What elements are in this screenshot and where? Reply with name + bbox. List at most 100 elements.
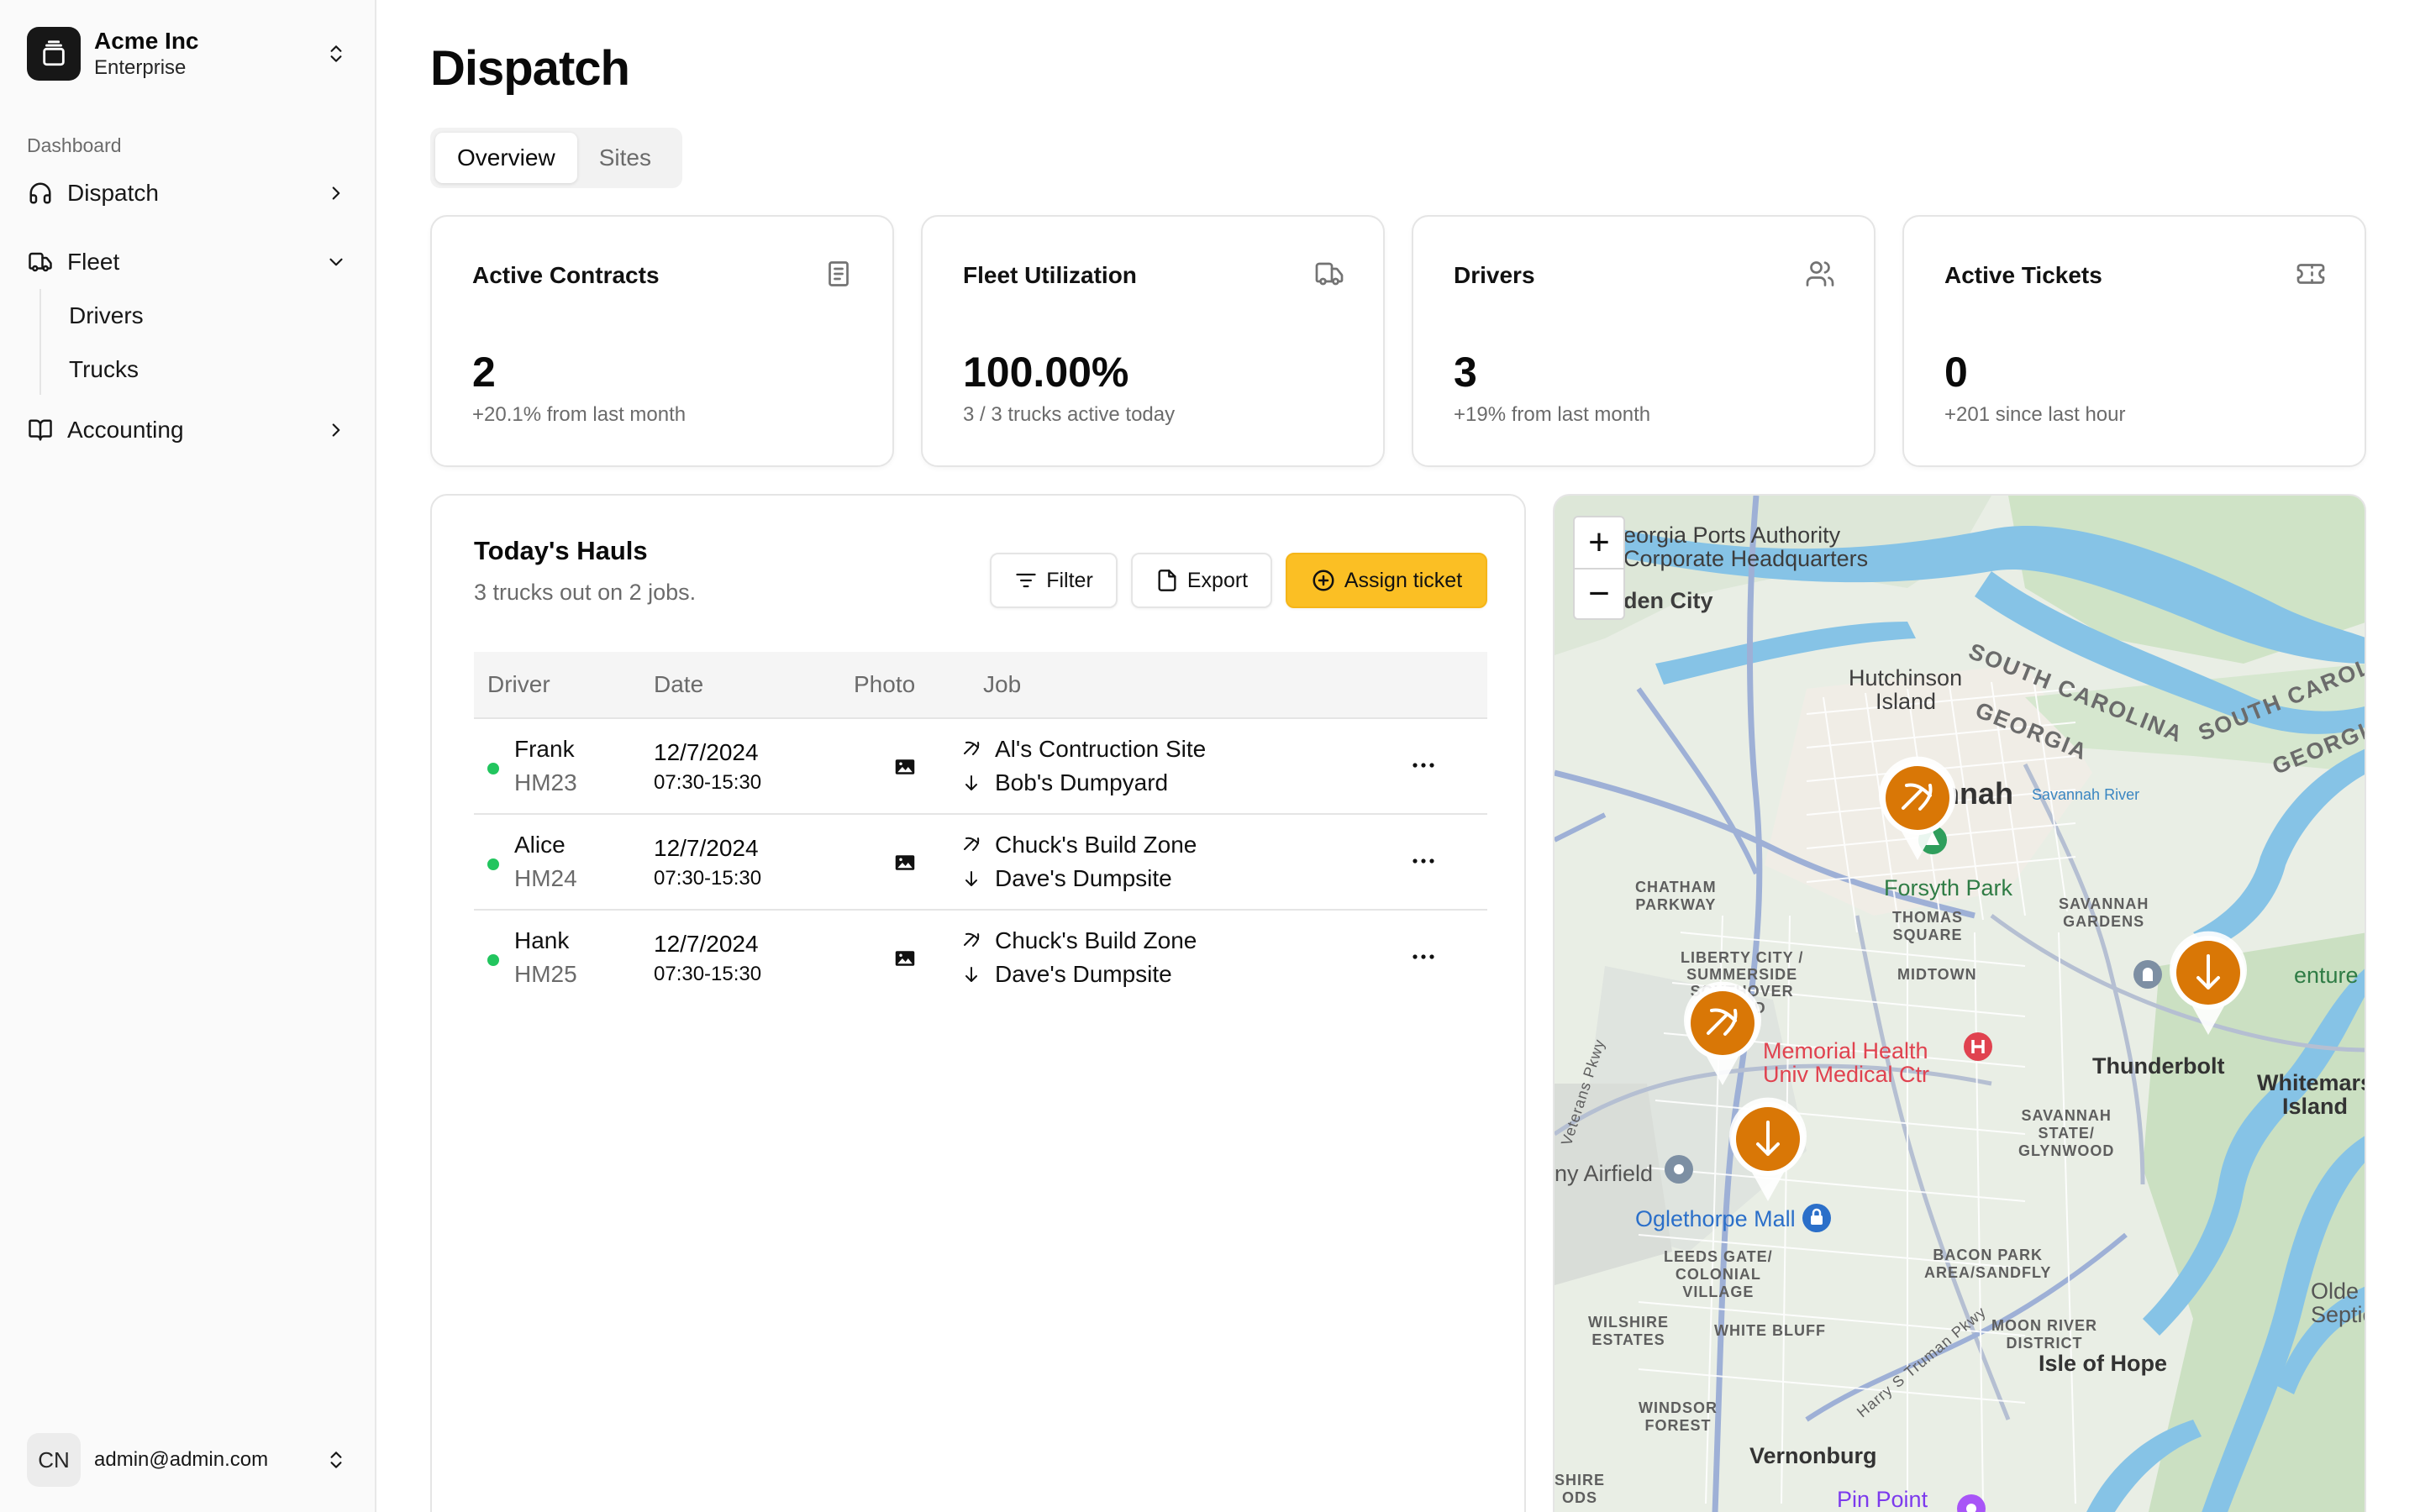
sidebar-item-accounting[interactable]: Accounting [27,407,350,454]
todays-hauls-card: Today's Hauls 3 trucks out on 2 jobs. Fi… [430,494,1526,1512]
table-row[interactable]: Alice HM24 12/7/2024 07:30-15:30 Chuck's… [474,815,1487,911]
stat-subtext: +20.1% from last month [472,403,687,426]
map-zoom-controls: + − [1573,516,1625,620]
haul-date: 12/7/2024 [654,739,759,765]
more-options-icon[interactable] [1407,753,1440,778]
chevrons-up-down-icon [323,1446,350,1473]
map-label: MIDTOWN [1897,966,1977,983]
map-label: WHITE BLUFF [1714,1322,1826,1339]
dropoff-pin-arrow-down-icon[interactable] [2166,931,2250,1038]
pickup-site: Chuck's Build Zone [995,927,1197,953]
map-label: Island [1876,689,1937,714]
map-label: Thunderbolt [2092,1053,2225,1079]
map-label: Memorial Health [1763,1038,1928,1063]
sidebar-item-dispatch[interactable]: Dispatch [27,170,350,217]
dispatch-map[interactable]: + − eorgia Ports Authority Corporate Hea… [1553,494,2366,1512]
filter-button-label: Filter [1046,568,1093,592]
stat-card-drivers: Drivers 3 +19% from last month [1412,215,1876,467]
subnav-divider [39,289,41,395]
truck-code: HM23 [514,769,577,795]
tab-overview[interactable]: Overview [435,133,577,183]
user-menu[interactable]: CN admin@admin.com [27,1433,350,1487]
pickaxe-icon [964,837,980,851]
stat-value: 2 [472,349,496,396]
shopping-marker-icon [1802,1204,1831,1232]
stat-subtext: 3 / 3 trucks active today [963,403,1176,426]
more-options-icon[interactable] [1407,944,1440,969]
image-icon[interactable] [892,754,918,780]
export-button-label: Export [1186,568,1249,592]
page-title: Dispatch [430,41,630,96]
zoom-out-button[interactable]: − [1575,568,1623,618]
truck-code: HM25 [514,961,577,987]
table-header: Driver Date Photo Job [474,652,1487,719]
map-label: Septic [2311,1302,2365,1327]
filter-button[interactable]: Filter [990,553,1118,608]
image-icon[interactable] [892,946,918,971]
status-dot [487,858,499,870]
image-icon[interactable] [892,850,918,875]
more-options-icon[interactable] [1407,848,1440,874]
haul-date: 12/7/2024 [654,931,759,957]
dropoff-site: Bob's Dumpyard [995,769,1169,795]
job-pickup: Chuck's Build Zone [961,927,1197,954]
haul-time: 07:30-15:30 [654,867,762,890]
stat-subtext: +19% from last month [1454,403,1651,426]
map-label: MOON RIVER DISTRICT [1991,1317,2098,1352]
stat-value: 0 [1944,349,1968,396]
stat-subtext: +201 since last hour [1944,403,2126,426]
map-label: Forsyth Park [1884,875,2013,900]
map-base [1555,496,2365,1512]
stat-title: Fleet Utilization [963,262,1137,288]
map-label: SAVANNAH STATE/ GLYNWOOD [2018,1107,2115,1159]
book-icon [27,417,54,444]
filter-icon [1016,573,1036,588]
pickaxe-icon [964,741,980,755]
stat-value: 3 [1454,349,1477,396]
table-row[interactable]: Hank HM25 12/7/2024 07:30-15:30 Chuck's … [474,911,1487,1006]
export-button[interactable]: Export [1131,553,1272,608]
map-label: enture Cem [2294,963,2365,988]
arrow-down-icon [965,775,977,790]
pickaxe-icon [964,932,980,947]
users-icon [1806,261,1834,286]
driver-name: Frank [514,736,575,762]
sidebar-subitem-drivers[interactable]: Drivers [69,302,144,328]
zoom-in-button[interactable]: + [1588,522,1610,563]
avatar: CN [27,1433,81,1487]
map-label: Olde Sa [2311,1278,2365,1304]
map-label: SAVANNAH GARDENS [2059,895,2149,930]
chevron-down-icon [323,249,350,276]
map-label: WILSHIRE ESTATES [1588,1314,1669,1348]
assign-ticket-button[interactable]: Assign ticket [1286,553,1487,608]
pickup-pin-pickaxe-icon[interactable] [1681,981,1765,1089]
sidebar-item-label: Dispatch [67,180,159,206]
sidebar-item-fleet[interactable]: Fleet [27,239,350,286]
dropoff-pin-arrow-down-icon[interactable] [1726,1097,1810,1205]
sidebar: Acme Inc Enterprise Dashboard Dispatch F… [0,0,376,1512]
table-row[interactable]: Frank HM23 12/7/2024 07:30-15:30 Al's Co… [474,719,1487,815]
chevron-right-icon [323,180,350,207]
map-label: Univ Medical Ctr [1763,1062,1930,1087]
map-label: Isle of Hope [2039,1351,2168,1376]
arrow-down-icon [965,967,977,982]
pickup-pin-pickaxe-icon[interactable] [1876,756,1960,864]
sidebar-subitem-trucks[interactable]: Trucks [69,356,139,382]
assign-ticket-label: Assign ticket [1344,568,1463,592]
stat-title: Drivers [1454,262,1535,288]
poi-marker-icon [1957,1494,1986,1512]
map-label: Hutchinson [1849,665,1963,690]
job-dropoff: Bob's Dumpyard [961,769,1168,796]
document-icon [829,261,849,286]
user-email: admin@admin.com [94,1448,269,1471]
map-label: LEEDS GATE/ COLONIAL VILLAGE [1664,1248,1773,1300]
job-pickup: Chuck's Build Zone [961,832,1197,858]
org-logo [27,27,81,81]
driver-name: Alice [514,832,566,858]
map-label: ny Airfield [1555,1161,1654,1186]
status-dot [487,763,499,774]
tab-sites[interactable]: Sites [598,144,651,171]
map-label: WINDSOR FOREST [1639,1399,1718,1434]
haul-date: 12/7/2024 [654,835,759,861]
org-switcher[interactable]: Acme Inc Enterprise [27,27,350,81]
